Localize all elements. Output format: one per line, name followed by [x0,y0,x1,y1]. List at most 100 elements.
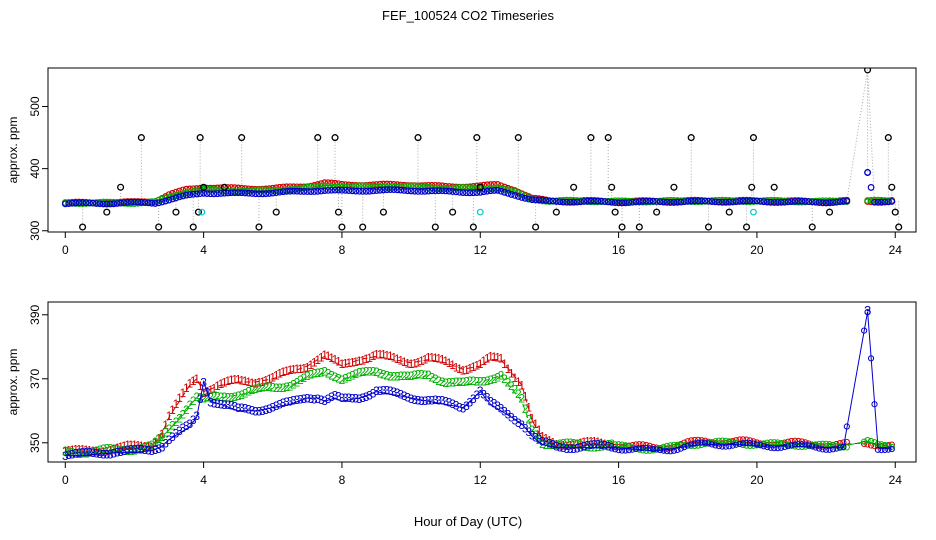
series-2-marker: 2 [269,380,276,394]
series-3-marker: 3 [390,385,397,399]
series-3-point [722,443,729,450]
series-3-marker: 3 [72,446,79,460]
series-1-marker: 1 [525,400,532,414]
series-1-marker: 1 [449,358,456,372]
blue-point [414,187,422,195]
series-1-marker: 1 [141,440,148,454]
series-2-marker: 2 [235,389,242,403]
blue-point [137,198,145,206]
series-3-point [736,440,743,447]
series-1-marker: 1 [342,356,349,370]
series-1-marker: 1 [515,375,522,389]
series-3-marker: 3 [162,437,169,451]
series-2-marker: 2 [76,447,83,461]
black-spike-point [770,183,778,191]
series-2-marker: 2 [422,368,429,382]
series-3-marker: 3 [218,397,225,411]
series-1-marker: 1 [256,376,263,390]
blue-point [739,197,747,205]
series-1-marker: 1 [380,348,387,362]
blue-point [528,196,536,204]
series-2-marker: 2 [128,444,135,458]
series-3-marker: 3 [491,396,498,410]
series-2-marker: 2 [356,366,363,380]
blue-point [362,187,370,195]
series-3-marker: 3 [484,391,491,405]
blue-point [608,198,616,206]
series-2-marker: 2 [173,415,180,429]
series-3-point [816,445,823,452]
black-spike-point [532,223,540,231]
series-2-marker: 2 [359,365,366,379]
blue-point [881,198,889,206]
blue-point [756,197,764,205]
series-1-marker: 1 [197,379,204,393]
blue-point [127,198,135,206]
series-1-marker: 1 [314,353,321,367]
blue-point [781,198,788,206]
series-2-marker: 2 [166,422,173,436]
series-3-marker: 3 [505,408,512,422]
blue-point [473,189,481,196]
blue-point [667,199,674,206]
blue-point [839,197,847,205]
blue-point [189,190,197,198]
blue-point [663,198,671,206]
series-2-marker: 2 [249,383,256,397]
blue-point [348,187,356,195]
x-axis-label: Hour of Day (UTC) [413,514,523,529]
blue-point [61,200,69,208]
series-1-marker: 1 [328,351,335,365]
series-3-marker: 3 [249,404,256,418]
series-2-point [878,441,885,448]
series-3-point [670,447,678,454]
series-1-marker: 1 [422,352,429,366]
series-3-point [764,444,771,451]
red-point [269,184,277,192]
blue-point [777,198,785,206]
series-3-marker: 3 [574,441,581,455]
series-2-marker: 2 [370,365,377,379]
series-3-marker: 3 [425,394,432,408]
series-1-marker: 1 [110,442,117,456]
series-2-marker: 2 [290,377,297,391]
series-3-point [698,439,705,446]
series-3-marker: 3 [135,442,142,456]
series-2-marker: 2 [349,368,356,382]
series-2-marker: 2 [221,390,228,404]
green-point [874,196,882,204]
blue-point [791,197,799,205]
series-1-marker: 1 [65,444,72,458]
series-1-marker: 1 [301,361,308,375]
blue-point [888,198,896,205]
series-3-marker: 3 [245,403,252,417]
blue-point [134,198,142,206]
green-point [151,198,159,205]
series-3-marker: 3 [97,447,104,461]
x-tick-label: 0 [62,243,69,257]
series-3-marker: 3 [449,397,456,411]
series-2-marker: 2 [529,423,536,437]
blue-point [750,197,757,205]
series-2-point [615,441,622,448]
series-1-marker: 1 [86,444,93,458]
series-2-marker: 2 [211,390,218,404]
series-3-point [826,446,833,453]
series-2-marker: 2 [200,392,207,406]
series-2-marker: 2 [577,438,584,452]
blue-point [93,200,100,207]
blue-point [182,191,190,199]
blue-point [878,198,885,206]
series-1-marker: 1 [460,364,467,378]
series-2-marker: 2 [280,381,287,395]
green-point [321,182,329,190]
series-2-marker: 2 [224,390,231,404]
black-spike-point [449,208,457,216]
blue-point [297,187,304,195]
series-1-point [629,441,636,449]
series-1-marker: 1 [387,349,394,363]
green-point [324,183,332,190]
series-3-marker: 3 [532,430,539,444]
blue-point [577,198,584,206]
blue-point [701,197,709,205]
